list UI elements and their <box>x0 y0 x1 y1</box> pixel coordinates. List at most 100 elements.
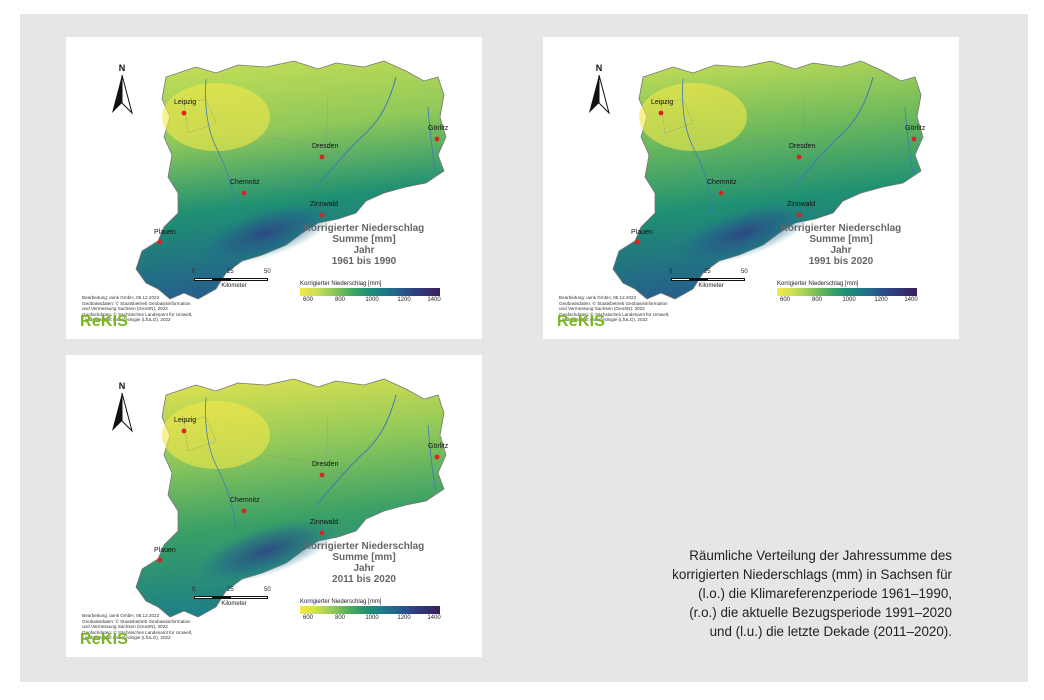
legend-ticks: 600 800 1000 1200 1400 <box>300 297 444 305</box>
city-label-leipzig: Leipzig <box>651 99 674 106</box>
scale-tick-50: 50 <box>264 587 271 593</box>
legend-title: Korrigierter Niederschlag [mm] <box>777 281 859 287</box>
legend-tick: 600 <box>302 615 314 621</box>
figure-caption: Räumliche Verteilung der Jahressumme des… <box>586 546 952 641</box>
map-panel-3: N Leipzig Dresden Görlitz Chemnitz Zinnw… <box>66 355 482 657</box>
city-label-zinnwald: Zinnwald <box>310 519 339 526</box>
river-elbe <box>315 76 397 188</box>
legend-tick: 600 <box>779 297 791 303</box>
scale-segment <box>194 278 214 281</box>
marker-zinnwald <box>796 212 802 218</box>
credit-line: Bearbeitung: iamk GmbH, 06.12.2022 <box>559 295 637 300</box>
map-period: 1961 bis 1990 <box>331 256 397 267</box>
scale-tick-0: 0 <box>669 269 673 275</box>
caption-line: korrigierten Niederschlags (mm) in Sachs… <box>672 567 952 582</box>
legend-tick: 800 <box>334 615 346 621</box>
marker-dresden <box>319 472 325 478</box>
city-label-leipzig: Leipzig <box>174 417 197 424</box>
credit-line: Landwirtschaft und Geologie (LfULG), 202… <box>82 635 171 641</box>
map-period: 1991 bis 2020 <box>808 256 874 267</box>
marker-chemnitz <box>241 508 247 514</box>
legend-tick: 1000 <box>365 615 379 621</box>
rekis-logo: ReKIS <box>80 313 129 330</box>
map-panel-1: N Leipzig Dresden Görlitz Chemnitz Zinnw… <box>66 37 482 339</box>
district-borders <box>183 96 363 188</box>
credit-line: und Vermessung Sachsen (GeoSN), 2022 <box>82 306 168 312</box>
legend-tick: 1000 <box>365 297 379 303</box>
river-neisse <box>427 106 437 174</box>
scale-segment <box>707 278 745 281</box>
river-neisse <box>427 424 437 492</box>
scale-segment <box>194 596 214 599</box>
dry-zone-north <box>162 83 270 151</box>
credit-line: Geofachdaten: © Sächsisches Landesamt fü… <box>82 629 193 635</box>
legend-tick: 1200 <box>397 297 411 303</box>
city-label-plauen: Plauen <box>631 229 653 236</box>
saxony-precipitation-map <box>135 378 447 618</box>
legend-tick: 1200 <box>874 297 888 303</box>
city-label-zinnwald: Zinnwald <box>310 201 339 208</box>
scale-tick-25: 25 <box>227 587 234 593</box>
marker-goerlitz <box>434 136 440 142</box>
caption-line: (r.o.) die aktuelle Bezugsperiode 1991–2… <box>689 605 952 620</box>
north-arrow: N <box>110 381 134 437</box>
scale-bar: 0 25 50 Kilometer <box>192 269 274 293</box>
map-title-line1: Korrigierter Niederschlag <box>303 223 425 234</box>
city-label-plauen: Plauen <box>154 229 176 236</box>
dry-zone-north <box>162 401 270 469</box>
marker-dresden <box>319 154 325 160</box>
legend-tick: 800 <box>334 297 346 303</box>
credit-line: Geofachdaten: © Sächsisches Landesamt fü… <box>82 311 193 317</box>
city-label-leipzig: Leipzig <box>174 99 197 106</box>
legend-ticks: 600 800 1000 1200 1400 <box>300 615 444 623</box>
map-credits: Bearbeitung: iamk GmbH, 06.12.2022 Geoba… <box>82 295 262 323</box>
color-legend: Korrigierter Niederschlag [mm] 600 800 1… <box>300 281 444 305</box>
color-legend: Korrigierter Niederschlag [mm] 600 800 1… <box>777 281 921 305</box>
marker-leipzig <box>181 428 187 434</box>
north-label: N <box>118 381 126 391</box>
rekis-logo: ReKIS <box>557 313 606 330</box>
city-label-dresden: Dresden <box>312 461 339 468</box>
wet-zone-erzgebirge <box>195 200 337 266</box>
scale-segment <box>671 278 691 281</box>
scale-segment <box>230 596 268 599</box>
marker-plauen <box>157 557 163 563</box>
north-arrow-icon <box>112 75 133 115</box>
north-arrow-icon <box>589 75 610 115</box>
marker-zinnwald <box>319 212 325 218</box>
river-neisse <box>904 106 914 174</box>
credit-line: Geobasisdaten: © Staatsbetrieb Geobasisi… <box>82 300 191 306</box>
map-title-line3: Jahr <box>830 245 852 256</box>
color-legend: Korrigierter Niederschlag [mm] 600 800 1… <box>300 599 444 623</box>
dry-zone-north <box>639 83 747 151</box>
map-title-line1: Korrigierter Niederschlag <box>303 541 425 552</box>
legend-tick: 1400 <box>904 297 918 303</box>
marker-leipzig <box>658 110 664 116</box>
map-credits: Bearbeitung: iamk GmbH, 06.12.2022 Geoba… <box>82 613 262 641</box>
river-mulde <box>205 78 237 214</box>
city-label-zinnwald: Zinnwald <box>787 201 816 208</box>
credit-line: Landwirtschaft und Geologie (LfULG), 202… <box>559 317 648 323</box>
city-label-chemnitz: Chemnitz <box>230 179 260 186</box>
scale-unit: Kilometer <box>221 283 247 289</box>
north-label: N <box>595 63 603 73</box>
marker-chemnitz <box>718 190 724 196</box>
marker-leipzig <box>181 110 187 116</box>
scale-unit: Kilometer <box>698 283 724 289</box>
scale-tick-25: 25 <box>227 269 234 275</box>
map-title-line1: Korrigierter Niederschlag <box>780 223 902 234</box>
marker-goerlitz <box>911 136 917 142</box>
scale-segment <box>689 278 707 281</box>
marker-goerlitz <box>434 454 440 460</box>
legend-title: Korrigierter Niederschlag [mm] <box>300 281 382 287</box>
marker-zinnwald <box>319 530 325 536</box>
map-title: Korrigierter Niederschlag Summe [mm] Jah… <box>302 223 426 267</box>
map-title-line3: Jahr <box>353 563 375 574</box>
scale-tick-0: 0 <box>192 269 196 275</box>
marker-dresden <box>796 154 802 160</box>
legend-color-ramp <box>300 606 440 614</box>
marker-plauen <box>634 239 640 245</box>
saxony-precipitation-map <box>612 60 924 300</box>
scale-segment <box>212 278 230 281</box>
map-credits: Bearbeitung: iamk GmbH, 06.12.2022 Geoba… <box>559 295 739 323</box>
